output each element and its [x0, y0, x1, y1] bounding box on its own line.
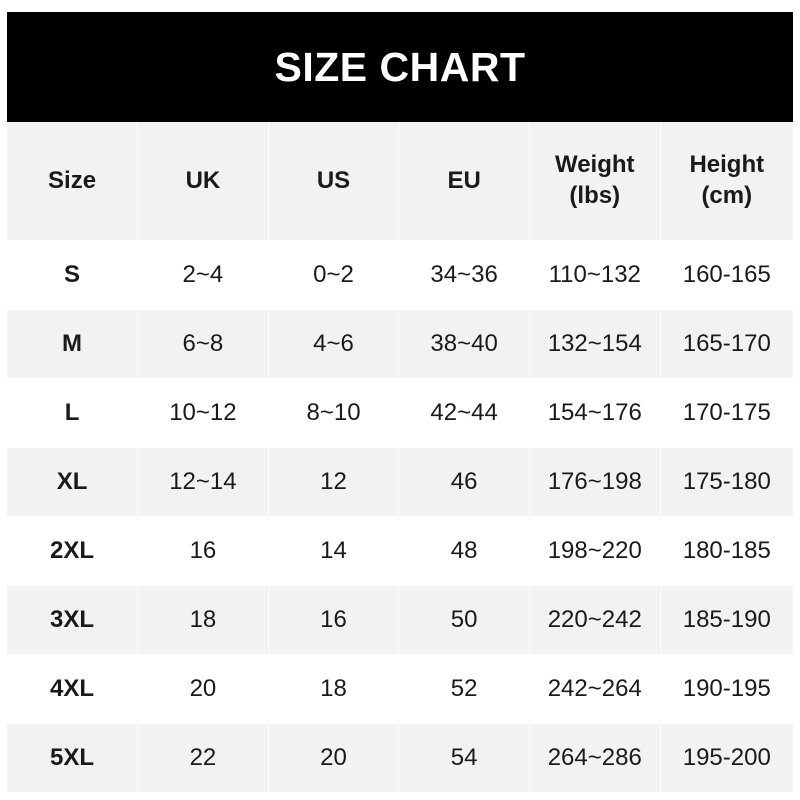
- column-header-weight-line2: (lbs): [569, 182, 621, 209]
- title-banner: SIZE CHART: [7, 12, 793, 122]
- table-row: 3XL 18 16 50 220~242 185-190: [7, 585, 793, 655]
- cell-eu: 38~40: [398, 309, 530, 379]
- cell-us: 18: [268, 654, 400, 724]
- table-header-row: Size UK US EU Weight (lbs) Height (cm): [7, 122, 793, 241]
- column-header-height: Height (cm): [660, 122, 793, 241]
- cell-uk: 10~12: [137, 378, 269, 448]
- cell-eu: 50: [398, 585, 530, 655]
- cell-uk: 6~8: [137, 309, 269, 379]
- cell-eu: 54: [398, 723, 530, 792]
- table-row: 4XL 20 18 52 242~264 190-195: [7, 654, 793, 724]
- cell-height: 165-170: [660, 309, 793, 379]
- table-header: Size UK US EU Weight (lbs) Height (cm): [7, 122, 793, 241]
- column-header-uk-line1: UK: [185, 166, 221, 194]
- size-chart-table: Size UK US EU Weight (lbs) Height (cm): [7, 122, 793, 792]
- cell-weight: 220~242: [529, 585, 661, 655]
- cell-size: 4XL: [7, 654, 139, 724]
- cell-us: 8~10: [268, 378, 400, 448]
- cell-eu: 34~36: [398, 240, 530, 310]
- column-header-eu-line1: EU: [447, 166, 481, 194]
- cell-eu: 42~44: [398, 378, 530, 448]
- cell-us: 12: [268, 447, 400, 517]
- table-row: 2XL 16 14 48 198~220 180-185: [7, 516, 793, 586]
- cell-size: 2XL: [7, 516, 139, 586]
- cell-eu: 48: [398, 516, 530, 586]
- column-header-eu: EU: [398, 122, 530, 241]
- cell-height: 185-190: [660, 585, 793, 655]
- page-title: SIZE CHART: [274, 43, 526, 90]
- cell-uk: 2~4: [137, 240, 269, 310]
- column-header-height-line2: (cm): [701, 182, 753, 209]
- table-row: L 10~12 8~10 42~44 154~176 170-175: [7, 378, 793, 448]
- table-row: 5XL 22 20 54 264~286 195-200: [7, 723, 793, 792]
- cell-weight: 154~176: [529, 378, 661, 448]
- cell-weight: 198~220: [529, 516, 661, 586]
- cell-height: 160-165: [660, 240, 793, 310]
- cell-weight: 264~286: [529, 723, 661, 792]
- table-body: S 2~4 0~2 34~36 110~132 160-165 M 6~8 4~…: [7, 240, 793, 792]
- cell-weight: 242~264: [529, 654, 661, 724]
- column-header-size-line1: Size: [48, 166, 97, 194]
- column-header-weight-line1: Weight: [554, 151, 635, 179]
- cell-weight: 132~154: [529, 309, 661, 379]
- cell-uk: 16: [137, 516, 269, 586]
- cell-height: 190-195: [660, 654, 793, 724]
- table-row: XL 12~14 12 46 176~198 175-180: [7, 447, 793, 517]
- cell-us: 14: [268, 516, 400, 586]
- cell-height: 195-200: [660, 723, 793, 792]
- column-header-uk: UK: [137, 122, 269, 241]
- column-header-height-line1: Height: [689, 151, 765, 179]
- column-header-size: Size: [7, 122, 139, 241]
- cell-weight: 176~198: [529, 447, 661, 517]
- cell-weight: 110~132: [529, 240, 661, 310]
- cell-height: 175-180: [660, 447, 793, 517]
- cell-height: 170-175: [660, 378, 793, 448]
- cell-eu: 52: [398, 654, 530, 724]
- cell-uk: 12~14: [137, 447, 269, 517]
- table-row: S 2~4 0~2 34~36 110~132 160-165: [7, 240, 793, 310]
- column-header-us: US: [268, 122, 400, 241]
- cell-size: S: [7, 240, 139, 310]
- cell-size: 5XL: [7, 723, 139, 792]
- cell-uk: 22: [137, 723, 269, 792]
- cell-eu: 46: [398, 447, 530, 517]
- column-header-us-line1: US: [316, 166, 351, 194]
- cell-us: 0~2: [268, 240, 400, 310]
- cell-size: XL: [7, 447, 139, 517]
- cell-us: 20: [268, 723, 400, 792]
- cell-size: M: [7, 309, 139, 379]
- cell-size: L: [7, 378, 139, 448]
- cell-size: 3XL: [7, 585, 139, 655]
- table-row: M 6~8 4~6 38~40 132~154 165-170: [7, 309, 793, 379]
- column-header-weight: Weight (lbs): [529, 122, 661, 241]
- cell-uk: 18: [137, 585, 269, 655]
- cell-us: 16: [268, 585, 400, 655]
- cell-height: 180-185: [660, 516, 793, 586]
- cell-us: 4~6: [268, 309, 400, 379]
- cell-uk: 20: [137, 654, 269, 724]
